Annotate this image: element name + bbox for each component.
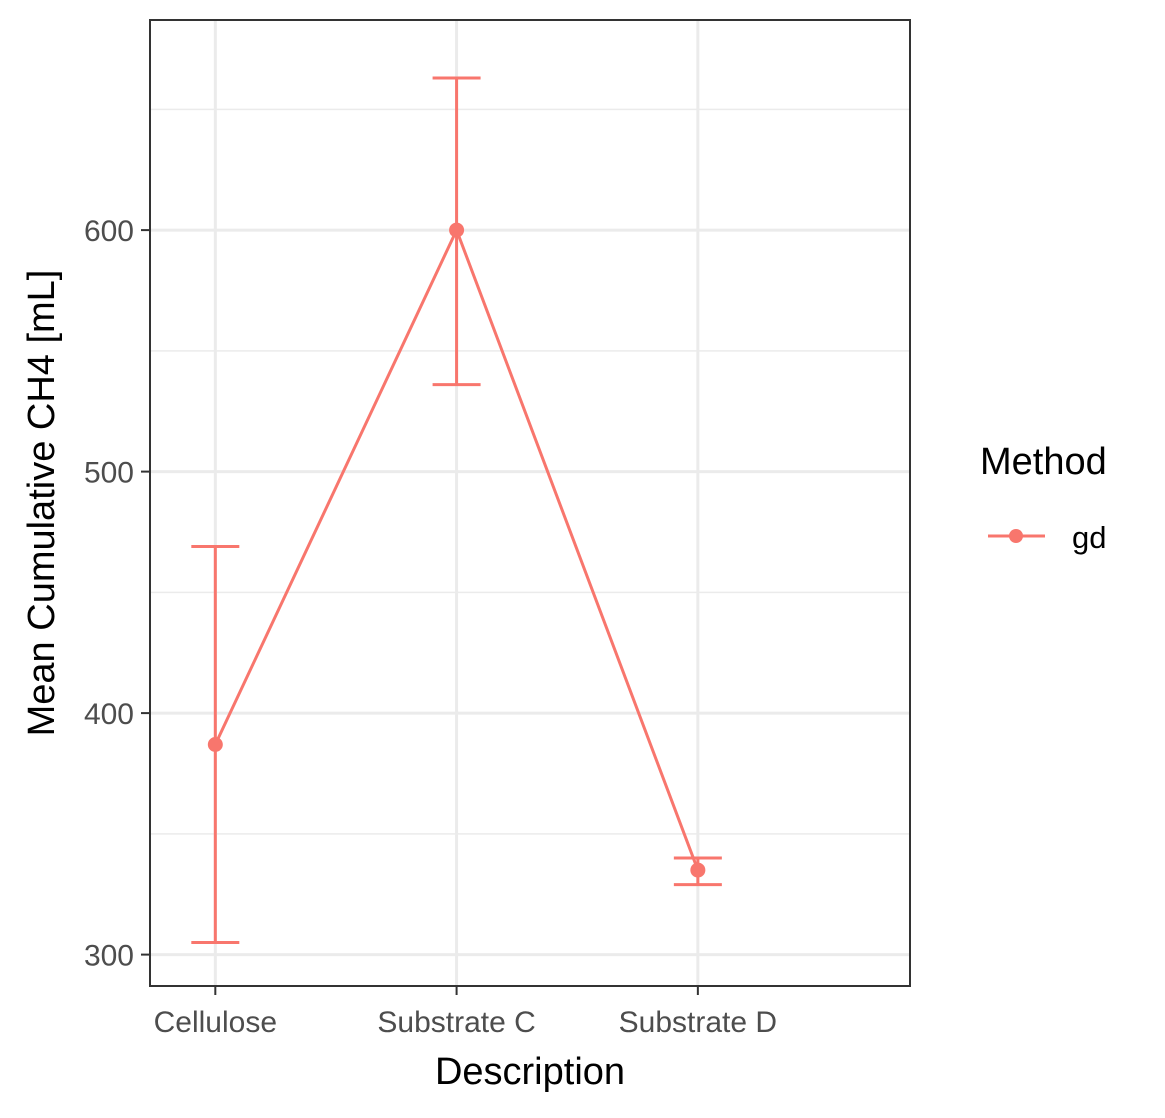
y-tick-label: 400 [84, 698, 134, 731]
axes-layer: 300 400 500 600 Cellulose Substrate C Substrat… [84, 215, 777, 1039]
x-tick-label: Substrate D [619, 1006, 777, 1039]
x-tick-label: Substrate C [377, 1006, 535, 1039]
legend-entry-gd: gd [1072, 520, 1106, 555]
legend-title: Method [980, 441, 1107, 483]
legend: Method gd [980, 441, 1107, 555]
x-axis-title: Description [435, 1051, 625, 1093]
series-layer [191, 76, 722, 945]
y-axis-title: Mean Cumulative CH4 [mL] [21, 270, 63, 737]
data-point [690, 862, 706, 878]
y-tick-label: 600 [84, 215, 134, 248]
panel-background [150, 20, 910, 986]
y-tick-label: 300 [84, 940, 134, 973]
y-tick-label: 500 [84, 457, 134, 490]
data-point [449, 222, 465, 238]
panel-border [149, 19, 911, 987]
data-point [207, 737, 223, 752]
legend-key-point [1009, 529, 1023, 543]
x-tick-label: Cellulose [154, 1006, 277, 1039]
